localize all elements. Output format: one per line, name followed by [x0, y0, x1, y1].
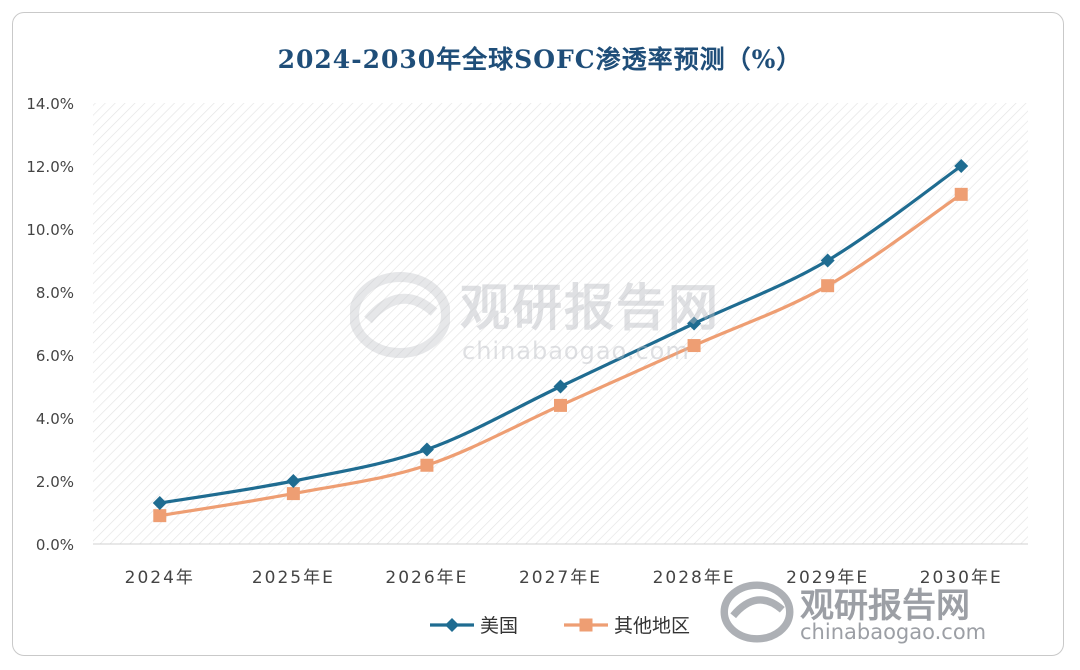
data-point [954, 187, 968, 201]
y-tick-label: 2.0% [36, 473, 74, 491]
y-tick-label: 4.0% [36, 410, 74, 428]
corner-watermark-text: 观研报告网 [800, 586, 970, 626]
data-point [153, 509, 167, 523]
legend-marker [579, 618, 593, 632]
x-tick-label: 2027年E [519, 568, 602, 588]
legend: 美国 其他地区 [430, 615, 690, 637]
corner-logo-icon [720, 581, 794, 643]
legend-label: 美国 [480, 615, 518, 637]
watermark-logo-icon [350, 272, 450, 358]
x-tick-label: 2029年E [786, 568, 869, 588]
data-point [687, 316, 702, 331]
watermark-text: 观研报告网 [460, 279, 720, 337]
watermark-url: chinabaogao.com [462, 337, 690, 365]
x-tick-label: 2030年E [920, 568, 1003, 588]
data-point [420, 458, 434, 472]
y-tick-label: 10.0% [26, 221, 74, 239]
x-tick-label: 2025年E [252, 568, 335, 588]
data-point [820, 253, 835, 268]
y-tick-label: 14.0% [26, 95, 74, 113]
chart-title: 2024-2030年全球SOFC渗透率预测（%） [277, 45, 803, 74]
legend-marker [445, 618, 459, 632]
x-tick-label: 2024年 [125, 568, 195, 588]
data-point [954, 159, 969, 173]
y-tick-label: 8.0% [36, 284, 74, 302]
data-point [286, 474, 301, 488]
x-tick-label: 2026年E [385, 568, 468, 588]
x-tick-label: 2028年E [653, 568, 736, 588]
data-point [687, 339, 701, 353]
data-point [553, 379, 568, 394]
corner-watermark-url: chinabaogao.com [800, 620, 987, 644]
data-point [821, 279, 835, 293]
data-point [419, 442, 434, 457]
data-point [152, 496, 167, 511]
series-layer [152, 159, 969, 523]
data-point [554, 398, 567, 412]
y-tick-label: 0.0% [36, 536, 74, 554]
y-axis: 0.0% 2.0% 4.0% 6.0% 8.0% 10.0% 12.0% 14.0% [26, 95, 74, 554]
y-tick-label: 12.0% [26, 158, 74, 176]
legend-label: 其他地区 [614, 615, 690, 637]
x-axis: 2024年 2025年E 2026年E 2027年E 2028年E 2029年E 2030年… [93, 543, 1028, 588]
plot-area-background [93, 103, 1028, 544]
y-tick-label: 6.0% [36, 347, 74, 365]
data-point [286, 487, 300, 501]
